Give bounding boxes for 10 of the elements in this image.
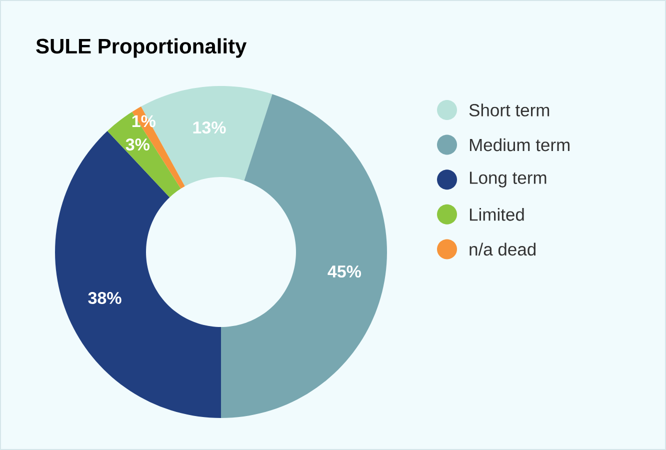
legend-label: n/a dead [470,242,536,256]
legend-label: Medium term [470,138,570,152]
data-label: 45% [328,266,362,278]
data-label: 3% [126,138,150,151]
chart-title: SULE Proportionality [36,38,247,58]
legend-label: Limited [470,208,524,221]
legend-label: Long term [470,172,546,188]
legend-label: Short term [469,104,550,116]
data-label: 13% [193,122,226,134]
data-label: 38% [88,292,122,304]
